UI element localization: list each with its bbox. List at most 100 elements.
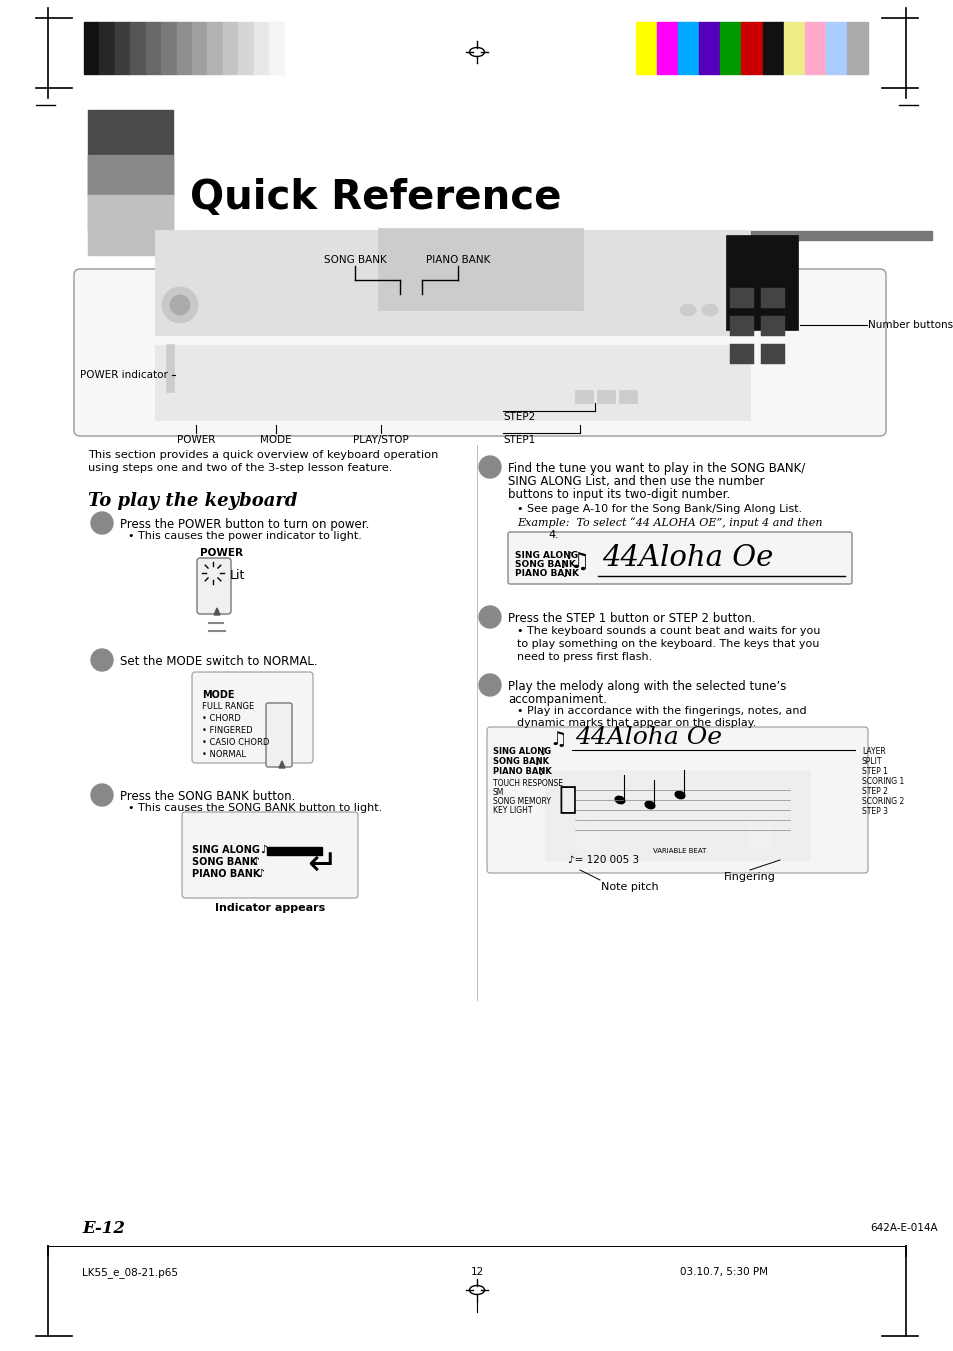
Bar <box>725 235 797 330</box>
Text: • The keyboard sounds a count beat and waits for you: • The keyboard sounds a count beat and w… <box>517 626 820 636</box>
Text: LAYER: LAYER <box>862 747 884 757</box>
Circle shape <box>478 674 500 696</box>
Text: STEP1: STEP1 <box>502 435 535 444</box>
Bar <box>846 22 867 74</box>
Bar <box>253 22 269 74</box>
Bar <box>84 22 99 74</box>
Text: 3: 3 <box>97 789 106 801</box>
Text: Note pitch: Note pitch <box>600 882 659 892</box>
Text: accompaniment.: accompaniment. <box>507 693 606 707</box>
Bar <box>729 316 753 336</box>
Ellipse shape <box>679 304 696 316</box>
Bar <box>761 22 782 74</box>
Text: ♪: ♪ <box>260 844 267 855</box>
Bar <box>166 345 173 392</box>
Bar <box>544 770 809 861</box>
Text: 2: 2 <box>97 654 107 666</box>
Text: 5: 5 <box>485 611 494 624</box>
Bar <box>207 22 223 74</box>
Text: PIANO BANK: PIANO BANK <box>425 255 490 265</box>
Text: POWER: POWER <box>176 435 215 444</box>
Text: 6: 6 <box>485 678 494 692</box>
Text: ♪: ♪ <box>561 569 568 580</box>
Circle shape <box>91 648 112 671</box>
Text: SONG BANK: SONG BANK <box>493 757 548 766</box>
Bar <box>267 847 322 855</box>
Circle shape <box>478 457 500 478</box>
Bar <box>146 22 161 74</box>
Text: Set the MODE switch to NORMAL.: Set the MODE switch to NORMAL. <box>120 655 317 667</box>
Text: ♫: ♫ <box>549 731 566 750</box>
Text: ♪= 120 005 3: ♪= 120 005 3 <box>567 855 639 865</box>
Bar <box>699 22 720 74</box>
Text: need to press first flash.: need to press first flash. <box>517 653 652 662</box>
Bar <box>825 22 846 74</box>
Text: FULL RANGE: FULL RANGE <box>202 703 254 711</box>
Bar <box>114 22 131 74</box>
Text: 𝄞: 𝄞 <box>558 785 576 815</box>
Bar <box>176 22 192 74</box>
Ellipse shape <box>574 815 601 852</box>
Ellipse shape <box>745 815 773 852</box>
Text: 44Aloha Oe: 44Aloha Oe <box>601 544 773 571</box>
Text: 12: 12 <box>470 1267 483 1277</box>
Text: SONG BANK: SONG BANK <box>323 255 386 265</box>
FancyBboxPatch shape <box>196 558 231 613</box>
Bar <box>760 288 784 308</box>
Ellipse shape <box>644 801 654 809</box>
Text: ♪: ♪ <box>559 561 566 570</box>
Text: 03.10.7, 5:30 PM: 03.10.7, 5:30 PM <box>679 1267 767 1277</box>
Text: LK55_e_08-21.p65: LK55_e_08-21.p65 <box>82 1267 178 1278</box>
Text: ♪: ♪ <box>537 767 543 777</box>
Text: Quick Reference: Quick Reference <box>190 178 561 218</box>
Text: ♪: ♪ <box>539 747 546 757</box>
Text: SING ALONG: SING ALONG <box>192 844 259 855</box>
Text: PIANO BANK: PIANO BANK <box>192 869 260 880</box>
Text: STEP 3: STEP 3 <box>862 807 887 816</box>
Circle shape <box>478 607 500 628</box>
Text: • See page A-10 for the Song Bank/Sing Along List.: • See page A-10 for the Song Bank/Sing A… <box>517 504 801 513</box>
Text: PIANO BANK: PIANO BANK <box>515 569 578 578</box>
Bar <box>782 22 804 74</box>
Text: • Play in accordance with the fingerings, notes, and: • Play in accordance with the fingerings… <box>517 707 806 716</box>
FancyBboxPatch shape <box>507 532 851 584</box>
Bar <box>377 228 582 309</box>
Bar <box>88 109 172 195</box>
Text: buttons to input its two-digit number.: buttons to input its two-digit number. <box>507 488 729 501</box>
Bar <box>192 22 207 74</box>
Ellipse shape <box>675 792 684 798</box>
Text: Example:  To select “44 ALOHA OE”, input 4 and then: Example: To select “44 ALOHA OE”, input … <box>517 517 821 528</box>
Bar <box>636 22 657 74</box>
Text: dynamic marks that appear on the display.: dynamic marks that appear on the display… <box>517 717 756 728</box>
Text: • NORMAL: • NORMAL <box>202 750 246 759</box>
Bar <box>269 22 284 74</box>
Ellipse shape <box>615 796 624 804</box>
FancyBboxPatch shape <box>74 269 885 436</box>
Bar <box>760 345 784 363</box>
Text: 4: 4 <box>485 461 494 473</box>
Bar <box>154 345 749 420</box>
Text: MODE: MODE <box>260 435 292 444</box>
Polygon shape <box>213 608 220 615</box>
Text: PIANO BANK: PIANO BANK <box>493 767 551 775</box>
Text: POWER indicator: POWER indicator <box>80 370 168 380</box>
Text: to play something on the keyboard. The keys that you: to play something on the keyboard. The k… <box>517 639 819 648</box>
Bar <box>88 155 172 230</box>
Text: ♫: ♫ <box>569 553 589 571</box>
Bar <box>161 22 176 74</box>
Text: STEP 2: STEP 2 <box>862 788 887 796</box>
Text: Fingering: Fingering <box>723 871 775 882</box>
Text: • CASIO CHORD: • CASIO CHORD <box>202 738 269 747</box>
Text: Play the melody along with the selected tune’s: Play the melody along with the selected … <box>507 680 785 693</box>
Text: 44Aloha Oe: 44Aloha Oe <box>575 725 721 748</box>
Text: ♪: ♪ <box>534 757 539 767</box>
Bar <box>760 316 784 336</box>
Bar <box>740 22 761 74</box>
Text: SONG BANK: SONG BANK <box>192 857 257 867</box>
Text: 642A-E-014A: 642A-E-014A <box>869 1223 937 1233</box>
Polygon shape <box>278 761 285 767</box>
Circle shape <box>91 512 112 534</box>
Ellipse shape <box>701 304 718 316</box>
Text: TOUCH RESPONSE: TOUCH RESPONSE <box>493 780 562 788</box>
Text: E-12: E-12 <box>82 1220 125 1238</box>
